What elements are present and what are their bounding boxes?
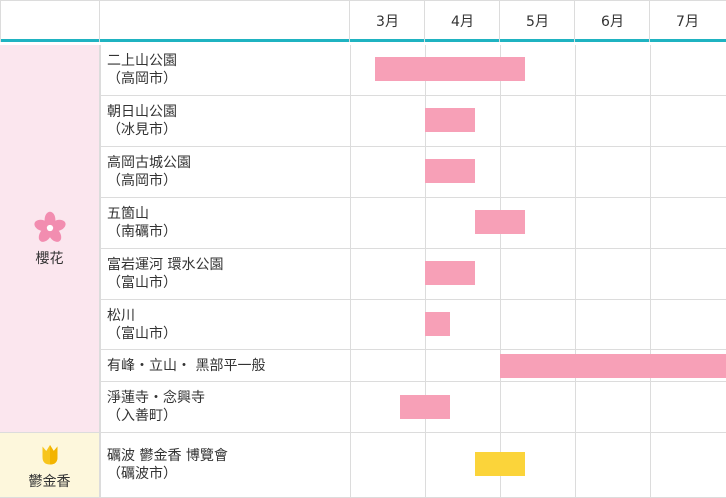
row-label-futagamiyama: 二上山公園 （高岡市）: [107, 45, 347, 95]
grid-vline: [650, 45, 651, 498]
row-label-tonami-tulip-fair: 礪波 鬱金香 博覽會 （礪波市）: [107, 433, 347, 497]
grid-vline: [350, 45, 351, 498]
category-label-tulip: 鬱金香: [28, 474, 71, 490]
place-name: 松川: [107, 307, 135, 324]
header-month-7: [650, 0, 726, 42]
bloom-bar-kansui-park: [425, 261, 475, 285]
grid-vline: [500, 45, 501, 498]
month-label-april: 4月: [451, 14, 474, 30]
header-blank-category: [0, 0, 100, 42]
month-label-march: 3月: [376, 14, 399, 30]
place-city: （冰見市）: [107, 122, 177, 138]
grid-vline: [575, 45, 576, 498]
header-blank-place: [100, 0, 350, 42]
bloom-bar-tonami-tulip: [475, 452, 525, 476]
place-city: （高岡市）: [107, 173, 177, 189]
bloom-bar-asahiyama: [425, 108, 475, 132]
row-label-gokayama: 五箇山 （南礪市）: [107, 198, 347, 248]
row-label-takaoka-kojo: 高岡古城公園 （高岡市）: [107, 147, 347, 197]
bloom-bar-arimine-tateyama: [500, 354, 726, 378]
place-city: （富山市）: [107, 275, 177, 291]
grid-hline: [0, 432, 726, 433]
place-city: （富山市）: [107, 325, 177, 342]
header-month-6: [575, 0, 650, 42]
place-city: （入善町）: [107, 408, 177, 424]
place-name: 高岡古城公園: [107, 155, 191, 171]
category-sakura: 櫻花: [0, 45, 100, 432]
month-label-may: 5月: [526, 14, 549, 30]
place-name: 二上山公園: [107, 53, 177, 69]
bloom-bar-takaoka-kojo: [425, 159, 475, 183]
grid-vline: [100, 45, 101, 498]
header-month-5: [500, 0, 575, 42]
row-label-jorenji: 淨蓮寺・念興寺 （入善町）: [107, 382, 347, 432]
place-name: 五箇山: [107, 206, 149, 222]
calendar-body: 櫻花 鬱金香 二上山公園 （高岡市） 朝日山公園 （冰見市） 高岡古城公園 （高…: [0, 45, 726, 498]
category-tulip: 鬱金香: [0, 433, 100, 497]
row-label-arimine-tateyama: 有峰・立山・ 黑部平一般: [107, 350, 347, 381]
month-label-june: 6月: [601, 14, 624, 30]
grid-hline: [100, 349, 726, 350]
row-label-kansui-park: 富岩運河 環水公園 （富山市）: [107, 249, 347, 299]
bloom-bar-futagamiyama: [375, 57, 525, 81]
grid-hline: [100, 146, 726, 147]
grid-hline: [100, 299, 726, 300]
bloom-bar-matsukawa: [425, 312, 450, 336]
sakura-flower-icon: [33, 211, 66, 242]
place-name: 淨蓮寺・念興寺: [107, 390, 205, 406]
grid-hline: [100, 197, 726, 198]
month-label-july: 7月: [676, 14, 699, 30]
grid-hline: [100, 381, 726, 382]
grid-hline: [100, 248, 726, 249]
row-label-matsukawa: 松川 （富山市）: [107, 300, 347, 349]
bloom-bar-gokayama: [475, 210, 525, 234]
place-name: 有峰・立山・ 黑部平一般: [107, 357, 266, 374]
grid-hline: [100, 95, 726, 96]
header-month-3: [350, 0, 425, 42]
row-label-asahiyama: 朝日山公園 （冰見市）: [107, 96, 347, 146]
place-city: （高岡市）: [107, 71, 177, 87]
calendar-header: 3月 4月 5月 6月 7月: [0, 0, 726, 42]
place-city: （南礪市）: [107, 224, 177, 240]
header-month-4: [425, 0, 500, 42]
tulip-icon: [42, 445, 57, 465]
place-city: （礪波市）: [107, 466, 177, 482]
place-name: 朝日山公園: [107, 104, 177, 120]
category-label-sakura: 櫻花: [35, 250, 64, 267]
place-name: 礪波 鬱金香 博覽會: [107, 448, 228, 464]
bloom-bar-jorenji: [400, 395, 450, 419]
place-name: 富岩運河 環水公園: [107, 257, 224, 273]
